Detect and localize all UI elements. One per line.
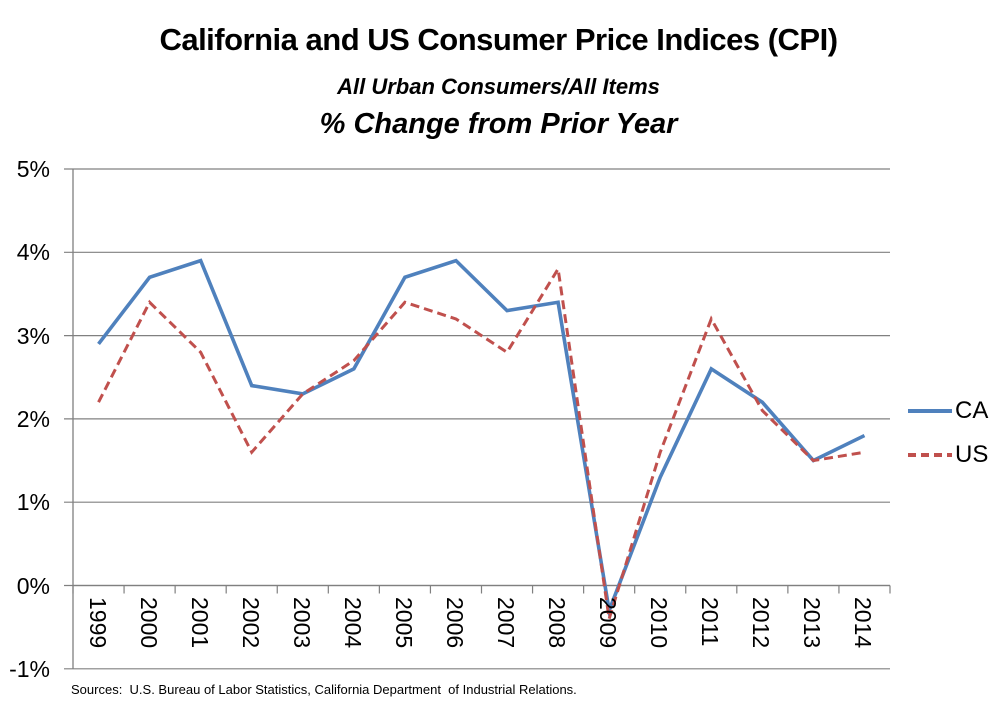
x-axis-label: 2002 bbox=[237, 596, 264, 648]
y-axis-label: 2% bbox=[16, 405, 50, 432]
x-axis-label: 2005 bbox=[390, 596, 417, 648]
x-axis-label: 2013 bbox=[799, 596, 826, 648]
x-axis-label: 2003 bbox=[288, 596, 315, 648]
source-note: Sources: U.S. Bureau of Labor Statistics… bbox=[71, 682, 577, 697]
y-axis-label: 4% bbox=[16, 239, 50, 266]
legend-label-ca: CA bbox=[955, 397, 989, 424]
x-axis-label: 2006 bbox=[441, 596, 468, 648]
x-axis-label: 2009 bbox=[595, 596, 622, 648]
y-axis-label: 3% bbox=[16, 322, 50, 349]
legend-label-us: US bbox=[955, 441, 989, 468]
x-axis-label: 1999 bbox=[84, 596, 111, 648]
x-axis-label: 2011 bbox=[697, 596, 724, 646]
us-line-swatch bbox=[908, 453, 952, 457]
x-axis-label: 2008 bbox=[544, 596, 571, 648]
ca-series-line bbox=[97, 258, 866, 618]
x-axis-label: 2000 bbox=[135, 596, 162, 648]
y-axis-label: -1% bbox=[9, 655, 50, 682]
ca-line-swatch bbox=[908, 409, 952, 413]
x-axis-label: 2004 bbox=[339, 596, 366, 648]
y-axis-label: 5% bbox=[16, 156, 50, 182]
x-axis-label: 2001 bbox=[186, 596, 213, 648]
legend-item-us: US bbox=[908, 442, 988, 468]
chart-subtitle: All Urban Consumers/All Items bbox=[337, 74, 660, 99]
x-axis-label: 2014 bbox=[850, 596, 877, 648]
x-axis-label: 2007 bbox=[493, 596, 520, 648]
chart-title: California and US Consumer Price Indices… bbox=[159, 22, 838, 57]
legend: CA US bbox=[908, 398, 988, 486]
y-axis-label: 1% bbox=[16, 489, 50, 516]
x-axis-label: 2010 bbox=[646, 596, 673, 648]
x-axis-label: 2012 bbox=[748, 596, 775, 648]
y-axis-label: 0% bbox=[16, 572, 50, 599]
us-series-line bbox=[97, 264, 865, 620]
legend-item-ca: CA bbox=[908, 398, 988, 424]
chart-subtitle-2: % Change from Prior Year bbox=[319, 108, 678, 140]
